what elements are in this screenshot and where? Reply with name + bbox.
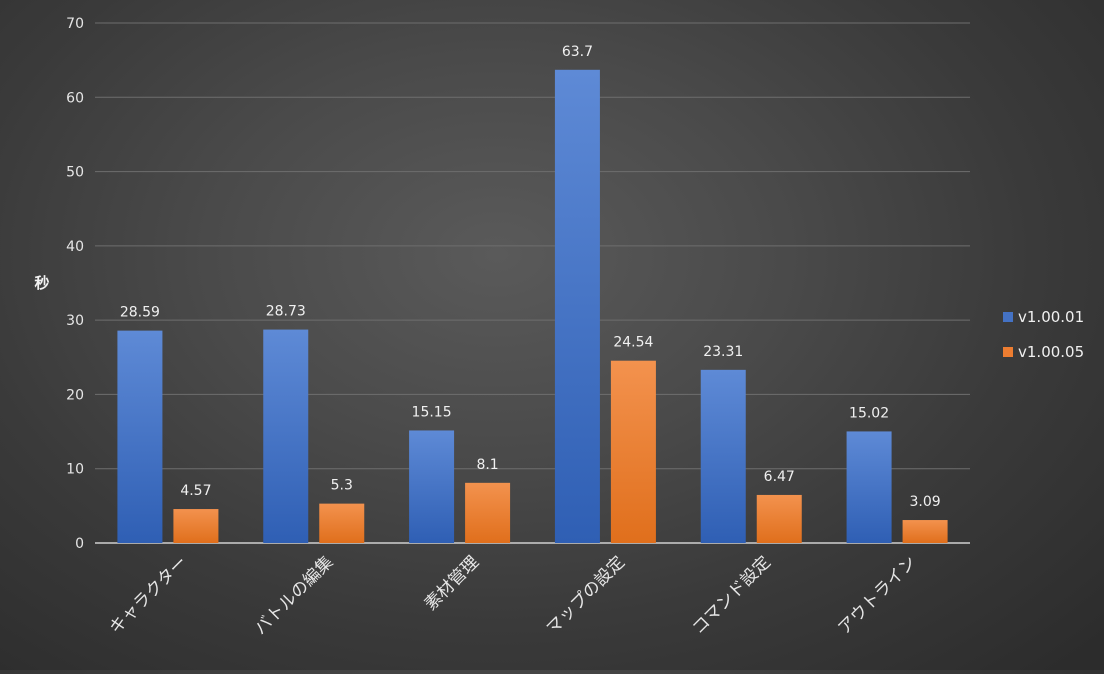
- x-tick-label: アウトライン: [834, 552, 920, 638]
- data-label: 5.3: [331, 478, 353, 494]
- legend-swatch: [1003, 312, 1013, 322]
- x-tick-label: バトルの編集: [251, 552, 338, 639]
- data-label: 3.09: [909, 494, 940, 510]
- legend-swatch: [1003, 347, 1013, 357]
- y-tick-label: 20: [66, 387, 84, 403]
- bar-v1-00-01: [117, 330, 163, 543]
- legend-item-label: v1.00.01: [1018, 308, 1084, 326]
- bar-v1-00-05: [465, 482, 511, 543]
- bar-v1-00-01: [554, 69, 600, 544]
- data-label: 15.15: [412, 404, 452, 420]
- y-tick-label: 40: [66, 239, 84, 255]
- x-axis-ticks: キャラクター バトルの編集 素材管理 マップの設定 コマンド設定 アウトライン: [106, 552, 921, 639]
- data-label: 63.7: [562, 44, 593, 60]
- legend-item-label: v1.00.05: [1018, 343, 1084, 361]
- bars: [117, 69, 948, 544]
- bar-v1-00-05: [319, 503, 365, 543]
- bar-v1-00-01: [263, 329, 309, 543]
- data-labels: 28.59 4.57 28.73 5.3 15.15 8.1 63.7 24.54 23.31 6…: [120, 44, 941, 510]
- y-axis-ticks: 0 10 20 30 40 50 60 70: [66, 16, 84, 552]
- bar-v1-00-05: [902, 520, 948, 543]
- x-tick-label: コマンド設定: [689, 552, 775, 638]
- y-tick-label: 10: [66, 462, 84, 478]
- bar-v1-00-01: [700, 369, 746, 543]
- bar-v1-00-01: [409, 430, 455, 543]
- data-label: 24.54: [613, 335, 653, 351]
- data-label: 4.57: [180, 483, 211, 499]
- y-axis-title: 秒: [34, 274, 49, 292]
- bar-v1-00-05: [756, 494, 802, 543]
- x-tick-label: 素材管理: [421, 552, 483, 614]
- data-label: 15.02: [849, 405, 889, 421]
- bar-v1-00-05: [610, 360, 656, 543]
- y-tick-label: 70: [66, 16, 84, 32]
- gridlines: [95, 22, 970, 544]
- bar-v1-00-05: [173, 509, 219, 543]
- data-label: 28.59: [120, 305, 160, 321]
- y-tick-label: 0: [75, 536, 84, 552]
- data-label: 6.47: [764, 469, 795, 485]
- data-label: 8.1: [476, 457, 498, 473]
- y-tick-label: 60: [66, 90, 84, 106]
- x-tick-label: マップの設定: [543, 552, 629, 638]
- bar-v1-00-01: [846, 431, 892, 543]
- data-label: 28.73: [266, 304, 306, 320]
- data-label: 23.31: [703, 344, 743, 360]
- legend: v1.00.01 v1.00.05: [1003, 308, 1084, 361]
- y-tick-label: 50: [66, 165, 84, 181]
- x-tick-label: キャラクター: [106, 552, 192, 638]
- y-tick-label: 30: [66, 313, 84, 329]
